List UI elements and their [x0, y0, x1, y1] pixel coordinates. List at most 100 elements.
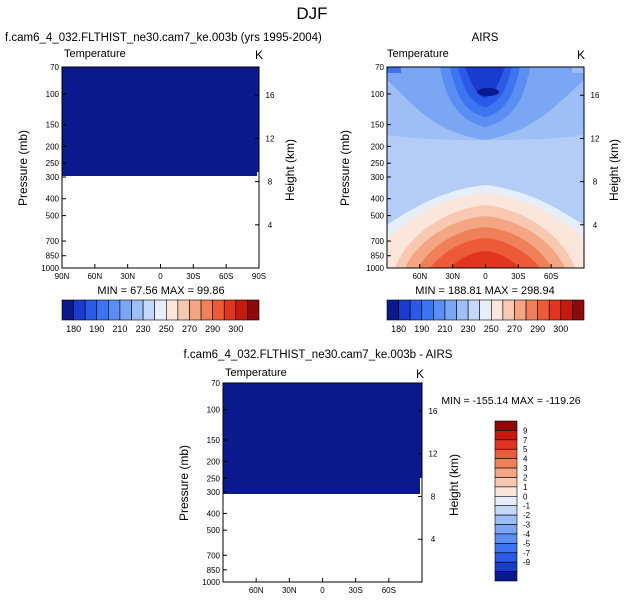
lat-tick-label: 30S: [349, 586, 363, 595]
height-tick-label: 16: [429, 407, 438, 416]
lat-tick-label: 30N: [445, 272, 460, 281]
pressure-tick-label: 200: [207, 458, 221, 467]
colorbar-swatch: [494, 477, 518, 488]
colorbar-swatch: [131, 299, 144, 321]
lat-tick-label: 60S: [219, 272, 233, 281]
colorbar-swatch: [479, 299, 492, 321]
pressure-tick-label: 500: [371, 212, 385, 221]
cam-height-ticks: 16 12 8 4: [255, 91, 275, 230]
colorbar-swatch: [154, 299, 167, 321]
colorbar-swatch: [494, 571, 518, 582]
pressure-tick-label: 500: [46, 212, 60, 221]
lat-tick-label: 0: [320, 586, 325, 595]
pressure-tick-label: 250: [207, 474, 221, 483]
lat-tick-label: 0: [158, 272, 163, 281]
diff-filled-region: [223, 383, 422, 494]
colorbar-label: 270: [182, 324, 197, 334]
colorbar-swatch: [433, 299, 446, 321]
colorbar-swatch: [494, 505, 518, 516]
lat-tick-label: 30N: [120, 272, 135, 281]
lat-tick-label: 60N: [412, 272, 427, 281]
pressure-tick-label: 1000: [366, 264, 384, 273]
colorbar-swatch: [165, 299, 179, 321]
pressure-tick-label: 700: [46, 237, 60, 246]
airs-lat-ticks: 60N 30N 0 30S 60S: [412, 264, 558, 281]
colorbar-swatch: [494, 495, 518, 507]
colorbar-label: 5: [523, 445, 528, 454]
lat-tick-label: 30S: [186, 272, 200, 281]
pressure-tick-label: 1000: [202, 578, 220, 587]
pressure-tick-label: 100: [46, 90, 60, 99]
colorbar-label: 230: [461, 324, 476, 334]
diff-pressure-ticks: 70 100 150 200 250 300 400 500 700 850 1000: [202, 379, 227, 587]
pressure-tick-label: 300: [46, 173, 60, 182]
pressure-tick-label: 400: [46, 195, 60, 204]
colorbar-swatch: [494, 524, 518, 535]
height-tick-label: 16: [266, 91, 275, 100]
colorbar-swatch: [96, 299, 109, 321]
colorbar-swatch: [142, 299, 156, 321]
colorbar-label: -1: [523, 502, 531, 511]
colorbar-swatch: [386, 299, 399, 321]
colorbar-label: -5: [523, 539, 531, 548]
pressure-tick-label: 150: [371, 121, 385, 130]
airs-left-label: Temperature: [387, 48, 449, 60]
height-tick-label: 16: [591, 91, 600, 100]
colorbar-label: 7: [523, 436, 528, 445]
colorbar-swatch: [223, 299, 237, 321]
colorbar-swatch: [490, 299, 504, 321]
airs-level-7: [465, 67, 505, 98]
cam-filled-region: [62, 67, 259, 176]
pressure-tick-label: 70: [375, 63, 384, 72]
colorbar-label: 250: [484, 324, 499, 334]
colorbar-label: 3: [523, 464, 528, 473]
lat-tick-label: 90S: [252, 272, 266, 281]
colorbar-label: 4: [523, 455, 528, 464]
height-tick-label: 4: [593, 221, 598, 230]
pressure-tick-label: 200: [46, 142, 60, 151]
airs-level-10: [572, 67, 584, 73]
cam-panel: f.cam6_4_032.FLTHIST_ne30.cam7_ke.003b (…: [5, 32, 322, 334]
colorbar-label: 180: [391, 324, 406, 334]
pressure-tick-label: 300: [371, 173, 385, 182]
colorbar-swatch: [177, 299, 190, 321]
height-tick-label: 12: [591, 134, 600, 143]
cam-pressure-ticks: 70 100 150 200 250 300 400 500 700 850 1000: [41, 63, 66, 273]
colorbar-label: 210: [437, 324, 452, 334]
height-tick-label: 8: [431, 492, 436, 501]
pressure-tick-label: 150: [207, 436, 221, 445]
diff-panel-title: f.cam6_4_032.FLTHIST_ne30.cam7_ke.003b -…: [184, 349, 453, 361]
cam-ylabel-right: Height (km): [283, 139, 297, 201]
height-tick-label: 8: [268, 178, 273, 187]
airs-right-label: K: [577, 48, 585, 62]
pressure-tick-label: 70: [211, 379, 220, 388]
pressure-tick-label: 300: [207, 488, 221, 497]
lat-tick-label: 60S: [544, 272, 558, 281]
colorbar-swatch: [494, 430, 518, 441]
pressure-tick-label: 400: [371, 195, 385, 204]
colorbar-swatch: [73, 299, 86, 321]
diff-left-label: Temperature: [225, 367, 287, 379]
airs-contour-field: [387, 67, 584, 268]
colorbar-label: 270: [507, 324, 522, 334]
lat-tick-label: 90N: [55, 272, 70, 281]
pressure-tick-label: 400: [207, 509, 221, 518]
pressure-tick-label: 150: [46, 121, 60, 130]
colorbar-label: -3: [523, 521, 531, 530]
colorbar-label: 2: [523, 473, 528, 482]
colorbar-swatch: [572, 299, 585, 321]
cam-ylabel: Pressure (mb): [16, 130, 30, 206]
figure-title: DJF: [296, 4, 327, 23]
airs-panel: AIRS Temperature K 70 100 150 200 250 300 400 5…: [338, 32, 621, 334]
lat-tick-label: 30N: [282, 586, 297, 595]
colorbar-swatch: [421, 299, 434, 321]
pressure-tick-label: 100: [371, 90, 385, 99]
colorbar-label: 1: [523, 483, 528, 492]
colorbar-label: 300: [553, 324, 568, 334]
diff-right-label: K: [416, 367, 424, 381]
diff-lat-ticks: 60N 30N 0 30S 60S: [249, 578, 396, 595]
diff-panel: f.cam6_4_032.FLTHIST_ne30.cam7_ke.003b -…: [177, 349, 581, 595]
colorbar-swatch: [494, 552, 518, 563]
lat-tick-label: 60S: [382, 586, 396, 595]
